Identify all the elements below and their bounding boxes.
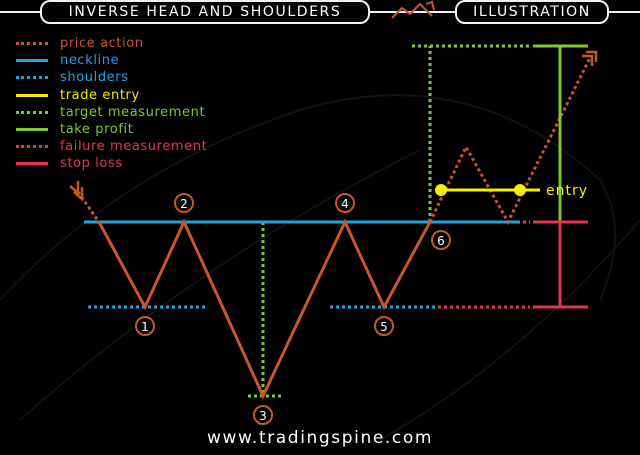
legend-swatch: [16, 145, 48, 149]
legend-swatch: [16, 76, 48, 80]
price-action-path: [97, 218, 432, 400]
legend-item: price action: [16, 35, 207, 52]
legend-label: trade entry: [60, 87, 140, 103]
legend-swatch: [16, 110, 48, 114]
point-marker-6: 6: [431, 230, 451, 250]
point-label-1: 1: [141, 320, 149, 334]
projection-arrow-icon: [582, 50, 598, 66]
price-logo-icon: [391, 2, 433, 19]
legend-label: price action: [60, 36, 144, 52]
legend-item: take profit: [16, 121, 207, 138]
legend: price action neckline shoulders trade entry…: [16, 35, 207, 173]
legend-item: stop loss: [16, 155, 207, 172]
entry-label: entry: [546, 183, 588, 199]
legend-swatch: [16, 93, 48, 97]
trade-entry-start-dot: [435, 184, 447, 196]
footer-website: www.tradingspine.com: [206, 428, 434, 448]
legend-label: shoulders: [60, 70, 129, 86]
point-label-2: 2: [180, 197, 188, 211]
legend-label: failure measurement: [60, 139, 208, 155]
point-marker-3: 3: [253, 405, 273, 425]
point-marker-4: 4: [335, 193, 355, 213]
point-marker-2: 2: [174, 193, 194, 213]
price-action-projection: [428, 57, 592, 226]
lead-in-arrow-icon: [69, 181, 84, 202]
legend-item: neckline: [16, 52, 207, 69]
point-label-6: 6: [437, 234, 445, 248]
legend-label: neckline: [60, 53, 120, 69]
point-label-4: 4: [341, 197, 349, 211]
legend-swatch: [16, 42, 48, 46]
logo-arrow-icon: [425, 0, 435, 11]
legend-label: target measurement: [60, 104, 206, 120]
legend-label: take profit: [60, 122, 134, 138]
legend-swatch: [16, 59, 48, 63]
background-watermark: [0, 94, 640, 441]
page-title: INVERSE HEAD AND SHOULDERS: [40, 0, 370, 24]
legend-item: target measurement: [16, 104, 207, 121]
section-title: ILLUSTRATION: [455, 0, 609, 24]
legend-item: shoulders: [16, 69, 207, 86]
point-marker-1: 1: [135, 316, 155, 336]
legend-item: failure measurement: [16, 138, 207, 155]
point-label-3: 3: [259, 409, 267, 423]
point-label-5: 5: [380, 320, 388, 334]
legend-label: stop loss: [60, 156, 123, 172]
point-marker-5: 5: [374, 316, 394, 336]
header-decoration: [0, 0, 640, 19]
trade-entry-dot: [514, 184, 526, 196]
legend-swatch: [16, 128, 48, 132]
legend-item: trade entry: [16, 87, 207, 104]
legend-swatch: [16, 162, 48, 166]
